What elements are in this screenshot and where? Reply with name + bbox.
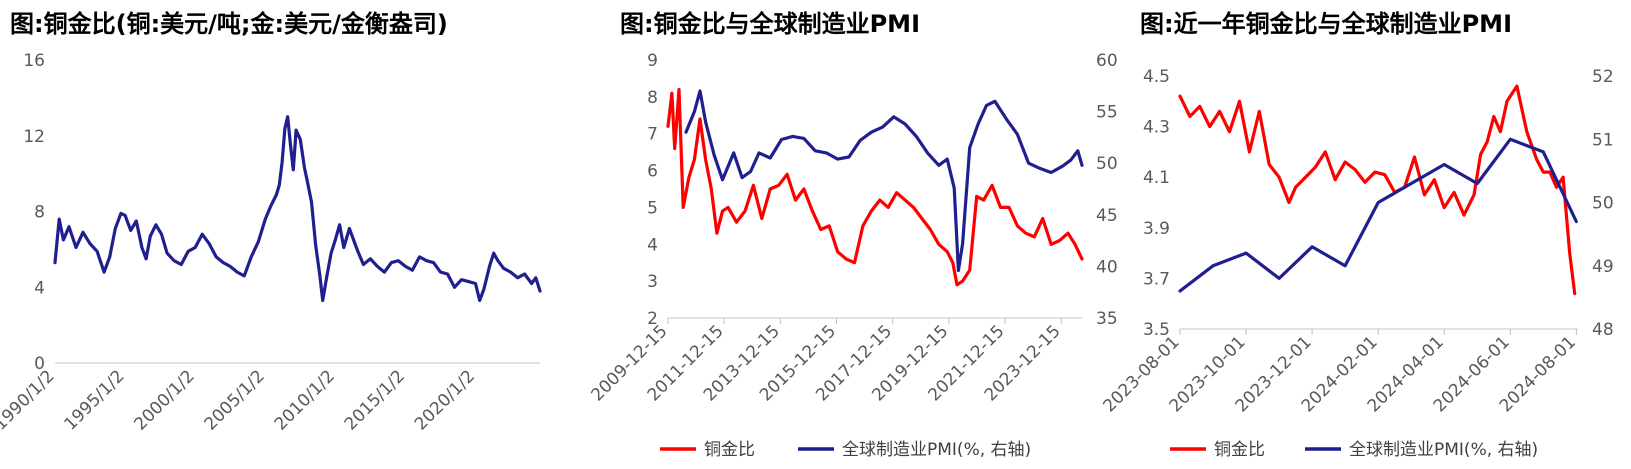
c2-y-right-tick-label: 40 — [1096, 257, 1118, 277]
c1-y-tick-label: 16 — [23, 51, 45, 71]
chart1-title: 图:铜金比(铜:美元/吨;金:美元/金衡盎司) — [10, 10, 448, 38]
c2-y-right-tick-label: 50 — [1096, 154, 1118, 174]
c1-x-tick-label: 1990/1/2 — [0, 366, 59, 434]
c3-series-line-2 — [1178, 137, 1578, 293]
c1-y-tick-label: 8 — [34, 203, 45, 223]
c2-series-line-1 — [666, 87, 1084, 287]
c2-y-right-tick-label: 55 — [1096, 103, 1118, 123]
c3-legend-label-2: 全球制造业PMI(%, 右轴) — [1349, 440, 1538, 460]
c3-y-right-tick-label: 49 — [1592, 257, 1614, 277]
c3-y-tick-label: 4.5 — [1143, 67, 1170, 87]
c1-series-line-1 — [53, 115, 542, 303]
c2-y-tick-label: 5 — [647, 198, 658, 218]
c2-y-tick-label: 7 — [647, 125, 658, 145]
chart2-title: 图:铜金比与全球制造业PMI — [620, 10, 920, 38]
c3-y-tick-label: 4.1 — [1143, 168, 1170, 188]
c1-x-tick-label: 1995/1/2 — [60, 366, 128, 434]
c1-x-tick-label: 2015/1/2 — [341, 366, 409, 434]
c2-y-tick-label: 9 — [647, 51, 658, 71]
c2-y-tick-label: 8 — [647, 88, 658, 108]
c3-y-right-tick-label: 48 — [1592, 320, 1614, 340]
c3-y-tick-label: 4.3 — [1143, 118, 1170, 138]
c2-series-line-2 — [684, 89, 1084, 273]
c1-x-tick-label: 2000/1/2 — [131, 366, 199, 434]
c2-y-tick-label: 4 — [647, 235, 658, 255]
c1-y-tick-label: 12 — [23, 127, 45, 147]
c2-y-right-tick-label: 35 — [1096, 309, 1118, 329]
c2-y-right-tick-label: 45 — [1096, 206, 1118, 226]
c3-legend-label-1: 铜金比 — [1214, 440, 1265, 460]
c3-y-tick-label: 3.9 — [1143, 219, 1170, 239]
c3-y-right-tick-label: 51 — [1592, 130, 1614, 150]
c2-legend-label-1: 铜金比 — [704, 440, 755, 460]
c3-y-right-tick-label: 50 — [1592, 194, 1614, 214]
c2-y-tick-label: 3 — [647, 272, 658, 292]
c1-x-tick-label: 2005/1/2 — [201, 366, 269, 434]
c3-y-tick-label: 3.7 — [1143, 269, 1170, 289]
c1-y-tick-label: 4 — [34, 278, 45, 298]
c2-legend-label-2: 全球制造业PMI(%, 右轴) — [842, 440, 1031, 460]
c2-y-right-tick-label: 60 — [1096, 51, 1118, 71]
c3-series-line-1 — [1178, 84, 1577, 296]
c3-y-tick-label: 3.5 — [1143, 320, 1170, 340]
c2-y-tick-label: 2 — [647, 309, 658, 329]
c1-y-tick-label: 0 — [34, 354, 45, 374]
c1-x-tick-label: 2020/1/2 — [411, 366, 479, 434]
c3-y-right-tick-label: 52 — [1592, 67, 1614, 87]
c1-x-tick-label: 2010/1/2 — [271, 366, 339, 434]
c2-y-tick-label: 6 — [647, 162, 658, 182]
chart3-title: 图:近一年铜金比与全球制造业PMI — [1140, 10, 1512, 38]
